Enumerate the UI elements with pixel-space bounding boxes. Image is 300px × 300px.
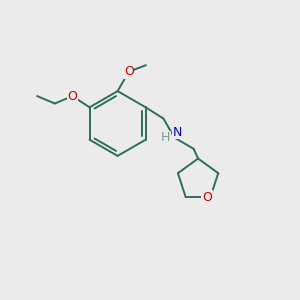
Text: H: H — [161, 131, 170, 144]
Text: O: O — [124, 65, 134, 78]
Text: N: N — [173, 126, 182, 139]
Text: O: O — [202, 191, 212, 204]
Text: O: O — [68, 90, 77, 103]
